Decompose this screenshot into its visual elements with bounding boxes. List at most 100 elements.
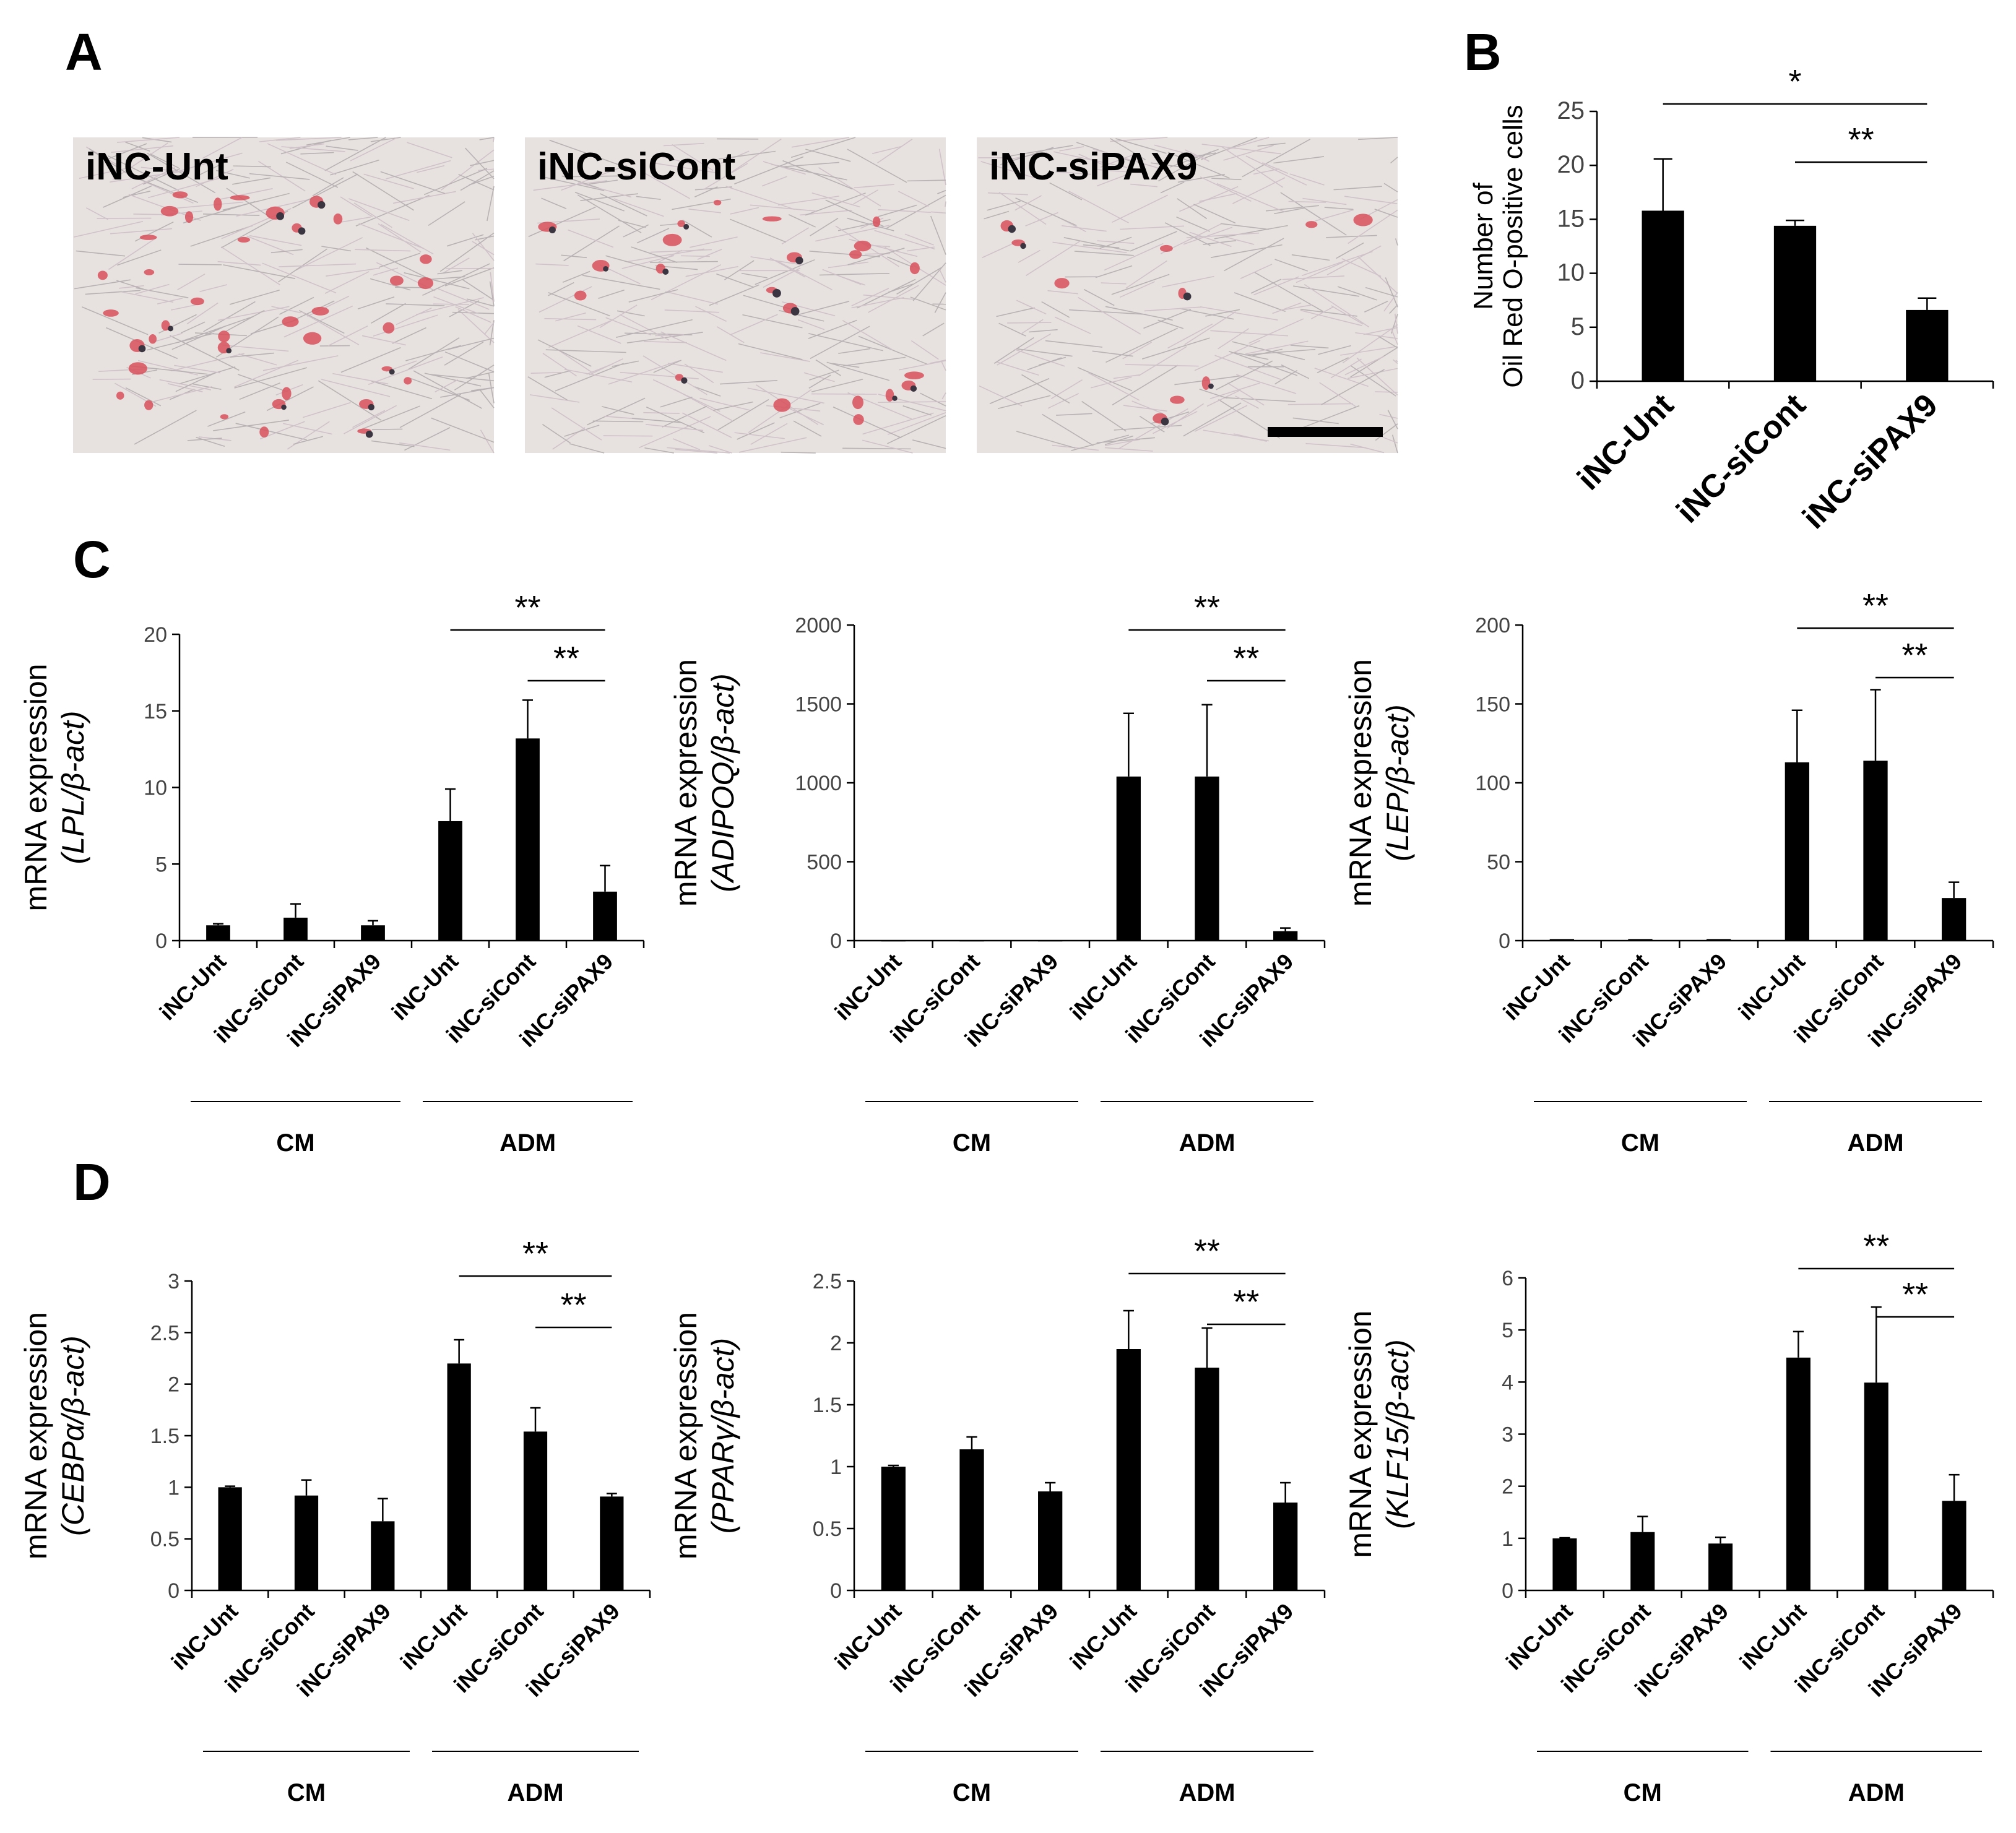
cell-fiber	[1209, 382, 1260, 400]
cell-fiber	[234, 360, 299, 388]
cell-fiber	[1177, 173, 1225, 183]
nucleus	[1161, 417, 1169, 426]
cell-fiber	[1391, 329, 1398, 345]
bar	[218, 1487, 242, 1590]
cell-fiber	[945, 201, 946, 207]
cell-fiber	[159, 379, 212, 390]
cell-fiber	[108, 143, 147, 160]
cell-fiber	[694, 386, 721, 397]
group-label: ADM	[1179, 1779, 1235, 1806]
cell-fiber	[1317, 357, 1349, 374]
cell-fiber	[1160, 181, 1185, 194]
cell-fiber	[1167, 323, 1213, 349]
cell-fiber	[196, 436, 225, 447]
cell-fiber	[826, 361, 890, 381]
cell-fiber	[1016, 431, 1076, 449]
lipid-droplet	[713, 199, 722, 205]
nucleus	[1020, 243, 1026, 249]
chart-d-cebpa: 00.511.522.53iNC-UntiNC-siContiNC-siPAX9…	[19, 1235, 651, 1806]
cell-fiber	[1096, 174, 1128, 187]
cell-fiber	[699, 397, 751, 411]
cell-fiber	[847, 248, 905, 265]
cell-fiber	[1115, 138, 1167, 154]
bar	[283, 917, 308, 941]
cell-fiber	[426, 276, 465, 280]
bar	[1116, 776, 1141, 941]
y-axis-label-gene: (CEBPα/β-act)	[56, 1335, 90, 1536]
lipid-droplet	[849, 250, 862, 259]
significance-label: **	[553, 640, 579, 677]
y-tick-label: 200	[1475, 614, 1510, 637]
y-axis-label: mRNA expression	[19, 1312, 53, 1559]
cell-fiber	[368, 356, 443, 386]
cell-fiber	[1003, 145, 1073, 158]
cell-fiber	[1062, 225, 1107, 232]
cell-fiber	[600, 193, 647, 217]
cell-fiber	[1104, 439, 1141, 446]
cell-fiber	[709, 284, 759, 306]
cell-fiber	[150, 386, 212, 403]
y-tick-label: 50	[1487, 851, 1510, 874]
cell-fiber	[285, 162, 339, 188]
cell-fiber	[574, 191, 625, 212]
y-tick-label: 0	[830, 1579, 842, 1603]
significance-label: **	[1863, 1228, 1889, 1265]
bar	[1942, 1501, 1966, 1590]
cell-fiber	[1337, 286, 1377, 301]
cell-fiber	[548, 282, 574, 296]
cell-fiber	[1220, 223, 1269, 230]
cell-fiber	[234, 367, 308, 389]
cell-fiber	[987, 192, 1028, 196]
cell-fiber	[1027, 357, 1062, 371]
cell-fiber	[76, 250, 126, 257]
cell-fiber	[1018, 249, 1040, 263]
cell-fiber	[1177, 198, 1208, 220]
cell-fiber	[283, 423, 332, 435]
cell-fiber	[1250, 278, 1282, 294]
lipid-droplet	[662, 233, 682, 246]
cell-fiber	[809, 251, 880, 257]
cell-fiber	[1245, 348, 1316, 356]
cell-fiber	[544, 317, 597, 321]
lipid-droplet	[404, 377, 412, 385]
category-label: iNC-Unt	[154, 949, 231, 1025]
cell-fiber	[1104, 435, 1133, 446]
cell-fiber	[1383, 291, 1398, 312]
cell-fiber	[430, 417, 495, 443]
cell-fiber	[117, 249, 162, 266]
category-label: iNC-Unt	[1065, 1598, 1141, 1675]
category-label: iNC-Unt	[829, 1598, 906, 1675]
cell-fiber	[672, 198, 731, 210]
cell-fiber	[847, 217, 894, 231]
bar	[371, 1521, 395, 1590]
cell-fiber	[1047, 393, 1079, 409]
cell-fiber	[413, 370, 483, 409]
y-tick-label: 25	[1557, 97, 1585, 124]
y-tick-label: 0	[830, 929, 842, 953]
cell-fiber	[1071, 434, 1129, 451]
cell-fiber	[165, 152, 243, 176]
cell-fiber	[1211, 178, 1242, 181]
cell-fiber	[1342, 324, 1398, 364]
cell-fiber	[318, 380, 382, 421]
nucleus	[226, 348, 232, 354]
cell-fiber	[217, 306, 290, 321]
cell-fiber	[232, 177, 271, 185]
cell-fiber	[422, 263, 490, 296]
significance-label: **	[1233, 640, 1259, 677]
cell-fiber	[123, 191, 151, 198]
cell-fiber	[226, 188, 270, 218]
cell-fiber	[1356, 357, 1398, 396]
y-tick-label: 100	[1475, 772, 1510, 795]
lipid-droplet	[675, 374, 684, 381]
cell-fiber	[719, 380, 777, 385]
category-label: iNC-Unt	[167, 1598, 243, 1675]
lipid-droplet	[214, 197, 222, 211]
cell-fiber	[782, 160, 853, 190]
cell-fiber	[292, 173, 358, 209]
cell-fiber	[472, 233, 495, 261]
lipid-droplet	[184, 211, 194, 223]
y-tick-label: 3	[1502, 1423, 1513, 1447]
